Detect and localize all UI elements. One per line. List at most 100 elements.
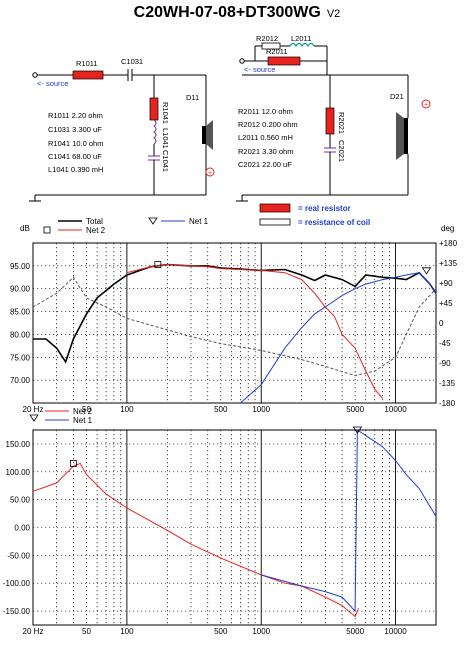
net1-peak-marker: [421, 267, 432, 275]
real-resistor-swatch: [259, 203, 291, 213]
chart1-y2tick-label: -180: [439, 399, 456, 408]
chart1-ytick-label: 75.00: [10, 353, 31, 362]
chart1-y2tick-label: -135: [439, 379, 456, 388]
series-net-2-line: [126, 263, 383, 399]
c2021-label: C2021: [337, 140, 346, 162]
woofer-value-4: C1041 68.00 uF: [48, 152, 102, 161]
real-resistor-label: = real resistor: [298, 204, 351, 213]
coil-resistance-label: = resistance of coil: [298, 218, 370, 227]
tweeter-source-label: <- source: [244, 65, 275, 74]
woofer-value-1: R1011 2.20 ohm: [48, 111, 103, 120]
chart1-xtick-label: 1000: [252, 405, 270, 414]
chart1-ytick-label: 80.00: [10, 330, 31, 339]
l1041-label: L1041: [161, 128, 170, 149]
l2011-label: L2011: [291, 34, 311, 43]
net1-phase-marker: [352, 426, 363, 434]
legend-net2-label: Net 2: [86, 226, 106, 235]
chart1-ytick-label: 85.00: [10, 308, 31, 317]
svg-text:+: +: [208, 170, 212, 177]
chart1-y2tick-label: +45: [439, 299, 453, 308]
chart1-xtick-label: 5000: [346, 405, 364, 414]
chart1-y2tick-label: +135: [439, 259, 458, 268]
c1041-label: C1041: [161, 150, 170, 172]
r2011-label: R2011: [266, 47, 288, 56]
woofer-driver-cone: [206, 120, 213, 150]
page-title: C20WH-07-08+DT300WG V2: [0, 4, 474, 22]
version-label: V2: [326, 8, 341, 20]
chart2-xtick-label: 20 Hz: [23, 627, 44, 636]
legend2-net2-label: Net 2: [73, 407, 93, 416]
chart2-xtick-label: 50: [82, 627, 91, 636]
r2021-label: R2021: [337, 112, 346, 134]
legend-net1-marker: [148, 217, 158, 225]
series-phase-line: [32, 276, 437, 377]
r1011-resistor: [72, 70, 104, 80]
net2-phase-marker: [70, 460, 77, 467]
chart1-xtick-label: 50: [82, 405, 91, 414]
r1041-label: R1041: [161, 102, 170, 124]
series-net-1-line: [261, 429, 437, 613]
r2021-resistor: [325, 107, 335, 135]
chart1-legend: Total Net 2 Net 1: [43, 217, 209, 235]
tweeter-polarity-icon: [421, 99, 431, 109]
chart2-xtick-label: 10000: [384, 627, 407, 636]
chart1-ytick-label: 90.00: [10, 285, 31, 294]
chart2-ytick-label: 50.00: [10, 496, 31, 505]
chart1-y2tick-label: -90: [439, 359, 451, 368]
chart1-xtick-label: 10000: [384, 405, 407, 414]
chart1-xtick-label: 100: [120, 405, 134, 414]
d11-label: D11: [186, 93, 199, 102]
chart2-xtick-label: 5000: [346, 627, 364, 636]
tweeter-value-3: L2011 0.560 mH: [238, 133, 293, 142]
woofer-value-2: C1031 3.300 uF: [48, 125, 102, 134]
woofer-value-5: L1041 0.390 mH: [48, 165, 103, 174]
legend-net2-marker: [43, 226, 51, 234]
woofer-driver-magnet: [202, 126, 206, 144]
legend2-net1-marker: [29, 414, 39, 422]
net2-peak-marker: [154, 261, 162, 268]
woofer-polarity-icon: [205, 167, 215, 177]
chart1-xtick-label: 20 Hz: [23, 405, 44, 414]
chart2-plot-area: [32, 429, 437, 626]
tweeter-input-terminal: [239, 58, 245, 64]
chart2-ytick-label: -150.00: [3, 607, 31, 616]
r2012-label: R2012: [256, 34, 278, 43]
l1041-inductor: [153, 119, 157, 145]
woofer-input-terminal: [32, 72, 38, 78]
series-net-2-line: [32, 462, 359, 618]
legend-total-label: Total: [86, 217, 103, 226]
chart2-ytick-label: 100.00: [6, 468, 31, 477]
chart2-xtick-label: 500: [214, 627, 228, 636]
c1031-label: C1031: [121, 57, 143, 66]
woofer-value-3: R1041 10.0 ohm: [48, 139, 103, 148]
tweeter-value-2: R2012 0.200 ohm: [238, 120, 298, 129]
chart1-plot-area: [32, 242, 437, 404]
tweeter-network: + R2012 L2011 R2011 <- source R2021 C202…: [236, 34, 431, 202]
chart2-legend: Net 2 Net 1: [29, 407, 93, 425]
tweeter-value-4: R2021 3.30 ohm: [238, 147, 293, 156]
chart1-y2label: deg: [441, 224, 454, 233]
r1041-resistor: [149, 97, 159, 121]
tweeter-value-1: R2011 12.0 ohm: [238, 107, 293, 116]
chart2-ytick-label: 150.00: [6, 440, 31, 449]
title-text: C20WH-07-08+DT300WG: [133, 4, 321, 21]
woofer-source-label: <- source: [37, 79, 68, 88]
chart1-ytick-label: 95.00: [10, 262, 31, 271]
chart2-ytick-label: -50.00: [7, 551, 30, 560]
phase-chart: Net 2 Net 1 20 Hz 50 100 500 1000 5000 10000 15…: [3, 407, 437, 636]
chart1-y2tick-label: +90: [439, 279, 453, 288]
tweeter-driver-magnet: [404, 118, 408, 154]
chart2-ytick-label: 0.00: [14, 524, 30, 533]
svg-text:+: +: [424, 102, 428, 109]
legend-net1-label: Net 1: [189, 217, 209, 226]
frequency-response-chart: dB deg Total Net 2 Net 1 20 Hz 50 100 500 10…: [10, 217, 458, 414]
r1011-label: R1011: [76, 59, 98, 68]
chart2-xtick-label: 100: [120, 627, 134, 636]
l2011-inductor: [289, 42, 315, 48]
chart1-y2tick-label: 0: [439, 319, 444, 328]
d21-label: D21: [390, 92, 404, 101]
chart2-xtick-label: 1000: [252, 627, 270, 636]
chart2-ytick-label: -100.00: [3, 579, 31, 588]
legend2-net1-label: Net 1: [73, 416, 93, 425]
